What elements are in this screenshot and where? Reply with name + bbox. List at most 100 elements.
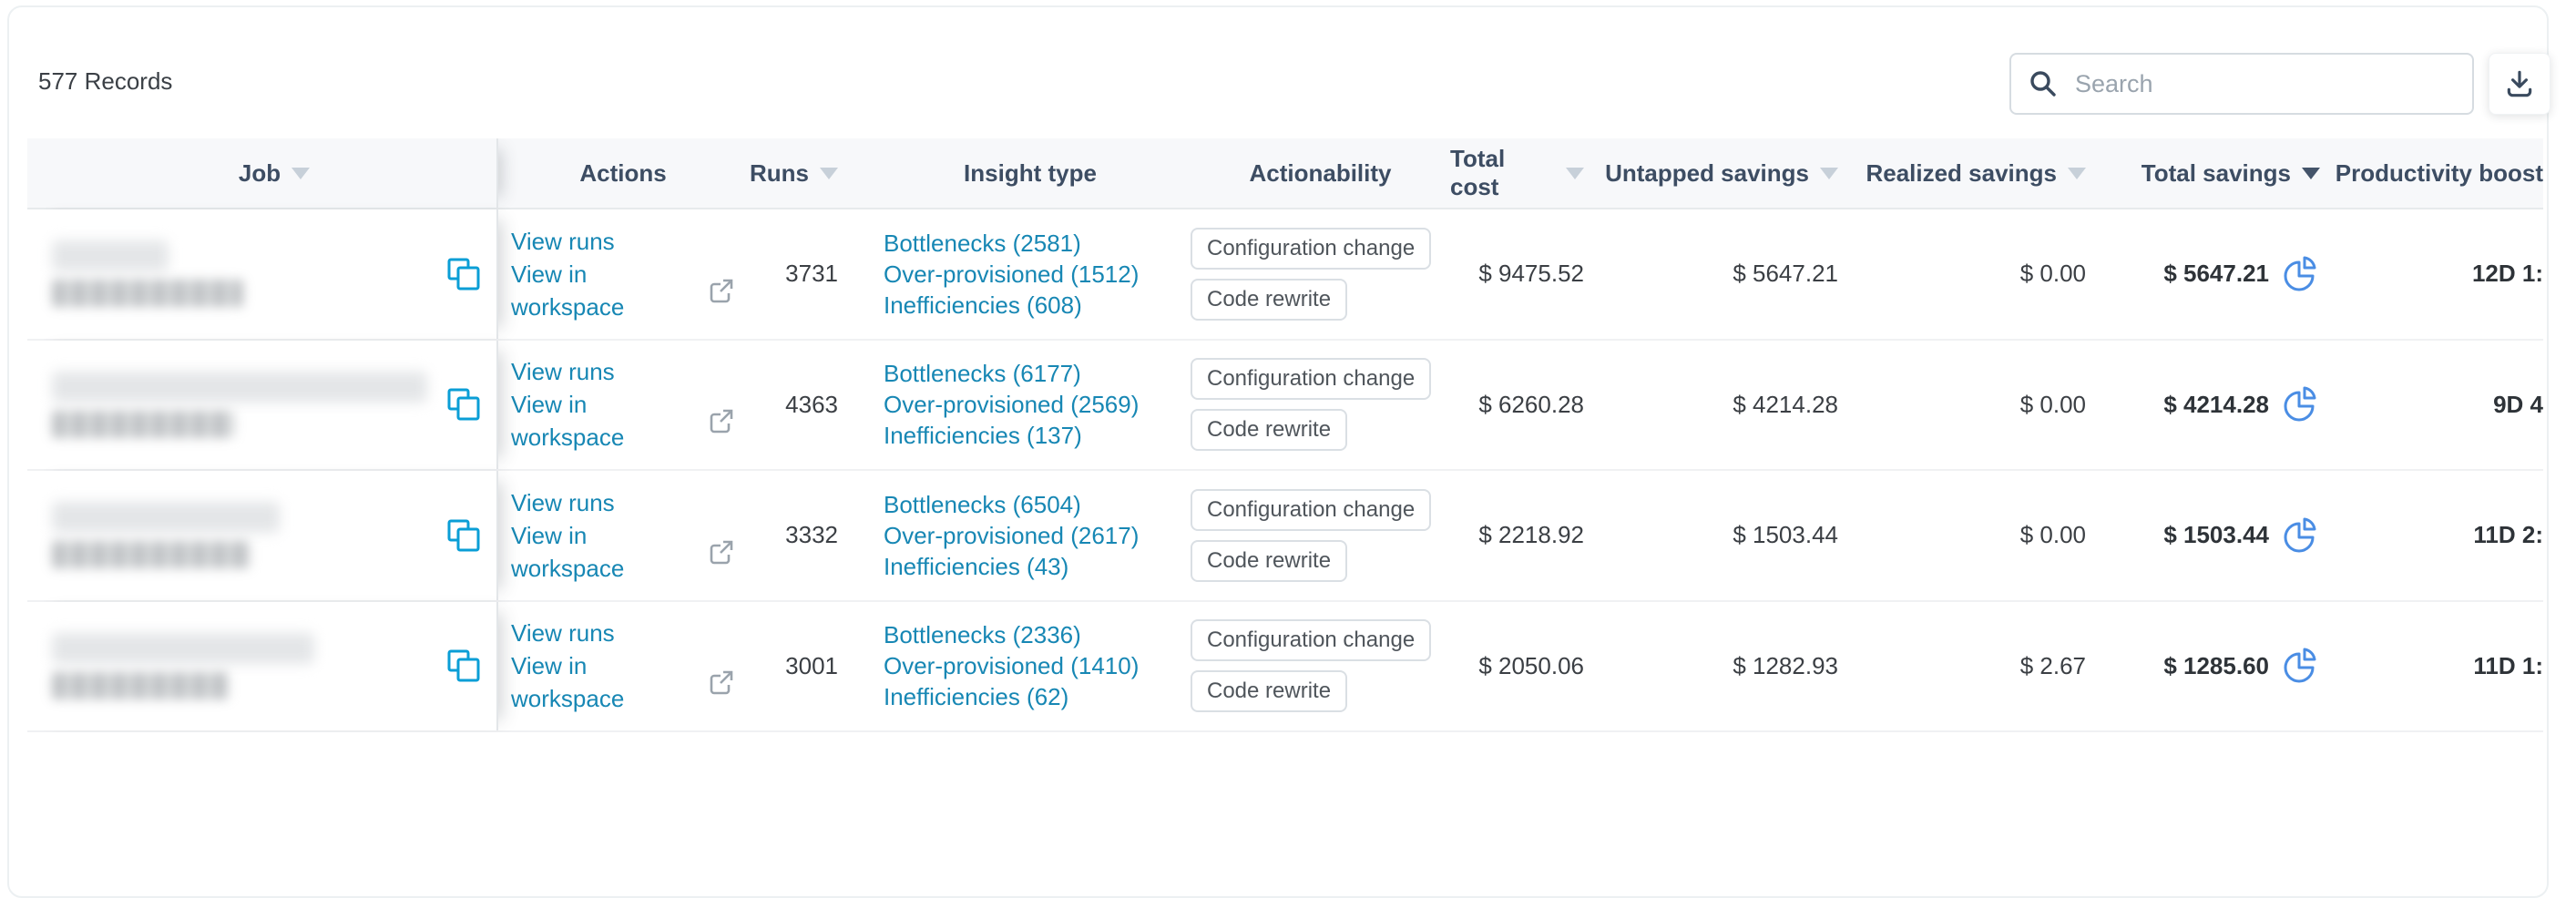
view-runs-link[interactable]: View runs (511, 227, 615, 255)
savings-breakdown-button[interactable] (2280, 254, 2320, 294)
column-header-realized_savings[interactable]: Realized savings (1842, 138, 2088, 208)
runs-count: 3332 (785, 521, 838, 549)
job-name-redacted (52, 371, 427, 403)
total-savings-cell: $ 1503.44 (2088, 471, 2334, 600)
total-cost-value: $ 9475.52 (1478, 260, 1584, 288)
copy-job-id-button[interactable] (445, 517, 482, 554)
savings-breakdown-button[interactable] (2280, 515, 2320, 556)
actionability-tag: Code rewrite (1191, 670, 1348, 713)
column-header-label: Realized savings (1866, 158, 2057, 187)
column-header-label: Productivity boost (2335, 158, 2543, 187)
view-in-workspace-link[interactable]: View in workspace (511, 649, 735, 715)
insight-link[interactable]: Over-provisioned (2569) (884, 391, 1140, 419)
insight-link[interactable]: Over-provisioned (2617) (884, 521, 1140, 549)
column-header-label: Actions (579, 158, 667, 187)
runs-cell: 3001 (735, 602, 849, 731)
realized-savings-value: $ 0.00 (2019, 260, 2086, 288)
total-cost-value: $ 2218.92 (1478, 521, 1584, 549)
total-savings-cell: $ 4214.28 (2088, 341, 2334, 470)
total-savings-value: $ 5647.21 (2163, 260, 2269, 288)
column-header-label: Runs (750, 158, 809, 187)
view-in-workspace-label: View in workspace (511, 391, 625, 452)
view-in-workspace-link[interactable]: View in workspace (511, 519, 735, 585)
external-link-icon (706, 537, 735, 566)
productivity-boost-value: 9D 4 (2493, 390, 2543, 418)
view-in-workspace-link[interactable]: View in workspace (511, 388, 735, 454)
realized-savings-value: $ 0.00 (2019, 390, 2086, 418)
table-row: View runs View in workspace 4363 Bottleneck… (27, 340, 2543, 471)
insight-link[interactable]: Bottlenecks (2581) (884, 229, 1081, 257)
insight-link[interactable]: Over-provisioned (1512) (884, 260, 1140, 288)
jobs-table-card: 577 Records Job Actions Runs Insight type Ac… (7, 5, 2550, 898)
untapped-savings-value: $ 1503.44 (1733, 521, 1838, 549)
job-cell (27, 471, 498, 600)
actions-cell: View runs View in workspace (498, 341, 735, 470)
untapped-savings-cell: $ 5647.21 (1591, 209, 1842, 339)
total-cost-cell: $ 2218.92 (1450, 471, 1591, 600)
insight-link[interactable]: Bottlenecks (6504) (884, 490, 1081, 518)
search-icon (2028, 68, 2059, 99)
productivity-boost-cell: 11D 1: (2334, 602, 2543, 731)
view-runs-link[interactable]: View runs (511, 619, 615, 648)
realized-savings-value: $ 0.00 (2019, 521, 2086, 549)
table-header-row: Job Actions Runs Insight type Actionability T… (27, 138, 2543, 209)
runs-cell: 3332 (735, 471, 849, 600)
column-header-total_savings[interactable]: Total savings (2088, 138, 2334, 208)
savings-breakdown-button[interactable] (2280, 384, 2320, 424)
search-input[interactable] (2073, 68, 2456, 99)
column-header-total_cost[interactable]: Total cost (1450, 138, 1591, 208)
pie-chart-icon (2280, 517, 2320, 559)
view-in-workspace-label: View in workspace (511, 652, 625, 713)
external-link-icon (706, 406, 735, 435)
copy-job-id-button[interactable] (445, 256, 482, 292)
insight-link[interactable]: Bottlenecks (6177) (884, 360, 1081, 388)
view-runs-link[interactable]: View runs (511, 358, 615, 386)
total-cost-cell: $ 2050.06 (1450, 602, 1591, 731)
column-header-runs[interactable]: Runs (735, 138, 849, 208)
insight-type-cell: Bottlenecks (6177) Over-provisioned (2569… (849, 341, 1177, 470)
copy-job-id-button[interactable] (445, 648, 482, 684)
insight-link[interactable]: Inefficiencies (62) (884, 683, 1069, 711)
total-savings-wrap: $ 1503.44 (2163, 515, 2320, 556)
productivity-boost-cell: 11D 2: (2334, 471, 2543, 600)
realized-savings-cell: $ 0.00 (1842, 471, 2088, 600)
total-cost-value: $ 2050.06 (1478, 651, 1584, 679)
savings-breakdown-button[interactable] (2280, 646, 2320, 686)
productivity-boost-value: 11D 2: (2473, 521, 2543, 549)
download-button[interactable] (2489, 53, 2550, 115)
realized-savings-value: $ 2.67 (2019, 651, 2086, 679)
view-in-workspace-label: View in workspace (511, 260, 625, 321)
runs-count: 4363 (785, 390, 838, 418)
actionability-tag: Configuration change (1191, 358, 1432, 401)
actionability-tag: Code rewrite (1191, 539, 1348, 582)
sort-arrow-icon (2302, 167, 2320, 179)
pie-chart-icon (2280, 256, 2320, 298)
search-box[interactable] (2009, 53, 2474, 115)
copy-job-id-button[interactable] (445, 386, 482, 423)
productivity-boost-cell: 9D 4 (2334, 341, 2543, 470)
productivity-boost-value: 12D 1: (2471, 260, 2543, 288)
column-header-label: Untapped savings (1605, 158, 1809, 187)
view-runs-link[interactable]: View runs (511, 488, 615, 516)
insight-link[interactable]: Bottlenecks (2336) (884, 621, 1081, 649)
column-header-job[interactable]: Job (27, 138, 498, 208)
insight-link[interactable]: Inefficiencies (137) (884, 422, 1082, 450)
total-savings-wrap: $ 1285.60 (2163, 646, 2320, 686)
insight-link[interactable]: Over-provisioned (1410) (884, 652, 1140, 680)
job-cell (27, 209, 498, 339)
column-header-untapped_savings[interactable]: Untapped savings (1591, 138, 1842, 208)
records-count: 577 Records (38, 67, 173, 95)
runs-count: 3001 (785, 651, 838, 679)
external-link-icon (706, 668, 735, 697)
actionability-tag: Configuration change (1191, 619, 1432, 662)
pie-chart-icon (2280, 386, 2320, 428)
job-id-redacted (52, 541, 250, 569)
insight-link[interactable]: Inefficiencies (43) (884, 552, 1069, 580)
total-cost-cell: $ 9475.52 (1450, 209, 1591, 339)
view-in-workspace-label: View in workspace (511, 521, 625, 582)
insight-link[interactable]: Inefficiencies (608) (884, 291, 1082, 319)
job-id-redacted (52, 671, 229, 699)
sort-arrow-icon (820, 167, 838, 179)
column-header-label: Insight type (964, 158, 1097, 187)
view-in-workspace-link[interactable]: View in workspace (511, 258, 735, 323)
